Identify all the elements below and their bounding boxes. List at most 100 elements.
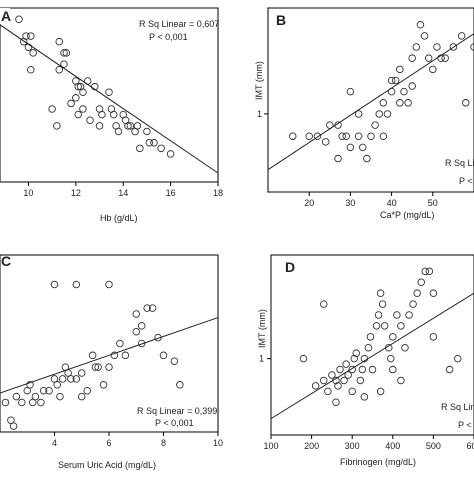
panel-b-data-point [412, 43, 421, 51]
panel-a-plot-frame [0, 7, 219, 183]
panel-a-data-point [109, 110, 118, 119]
panel-b-data-point [433, 43, 441, 51]
panel-d-data-point [387, 354, 395, 363]
panel-b-data-point [420, 32, 429, 40]
panel-b-data-point [334, 154, 342, 163]
panel-b-fit-line [267, 33, 474, 171]
panel-c-data-point [53, 381, 61, 389]
panel-a-data-point [126, 122, 135, 130]
panel-d-data-point [324, 387, 332, 396]
panel-c-data-point [23, 386, 32, 395]
panel-c-data-point [99, 381, 108, 389]
panel-b-data-point [354, 110, 363, 118]
panel-d-data-point [348, 387, 356, 396]
panel-b-data-point [457, 32, 466, 40]
panel-a-data-point [62, 49, 71, 57]
panel-c-x-tick-label: 10 [213, 438, 223, 448]
panel-d-plot-frame [270, 254, 474, 436]
panel-b-data-point [404, 99, 412, 107]
panel-a-annotation-p: P < 0,001 [149, 32, 188, 42]
panel-d-data-point [332, 398, 340, 407]
panel-c-x-axis-label: Serum Uric Acid (mg/dL) [58, 460, 156, 470]
panel-b-data-point [470, 43, 474, 51]
panel-b-plot-frame [267, 7, 474, 193]
panel-d-data-point [397, 376, 405, 385]
panel-c-data-point [72, 375, 81, 383]
panel-c-data-point [1, 398, 10, 407]
panel-b-data-point [288, 132, 297, 140]
panel-b-data-point [383, 110, 392, 118]
panel-c-data-point [77, 369, 86, 377]
panel-d-data-point [445, 365, 454, 374]
panel-c-data-point [67, 375, 75, 383]
panel-a-x-tick-label: 12 [71, 188, 81, 198]
panel-d-x-tick-label: 600 [466, 441, 474, 451]
panel-d-x-tick-label: 500 [426, 441, 441, 451]
panel-c-data-point [88, 351, 97, 360]
panel-b-data-point [346, 87, 355, 96]
panel-d-data-point [429, 289, 438, 297]
panel-a-data-point [105, 88, 113, 96]
panel-a-data-point [86, 116, 94, 125]
panel-b-y-axis-label: IMT (mm) [254, 61, 264, 100]
panel-d-data-point [409, 300, 417, 308]
panel-d-x-axis-label: Fibrinogen (mg/dL) [340, 457, 416, 467]
panel-c-data-point [12, 392, 21, 401]
panel-b-data-point [379, 132, 388, 140]
panel-a-data-point [98, 110, 106, 119]
panel-d-data-point [417, 278, 425, 287]
panel-c-data-point [56, 392, 64, 401]
panel-c-data-point [45, 386, 53, 395]
panel-c-data-point [50, 280, 59, 289]
panel-c-data-point [50, 375, 59, 383]
panel-b-annotation-p: P < [459, 176, 473, 186]
panel-d-data-point [397, 322, 405, 330]
panel-c-fit-line [0, 317, 219, 394]
panel-c-data-point [148, 304, 157, 312]
panel-c-data-point [28, 398, 37, 407]
panel-d-data-point [374, 311, 383, 319]
panel-c-x-tick-label: 4 [52, 438, 57, 448]
panel-a-data-point [67, 99, 75, 108]
panel-b-data-point [313, 132, 322, 140]
panel-c-data-point [176, 381, 184, 389]
panel-c-data-point [132, 327, 140, 336]
panel-b-data-point [367, 132, 375, 140]
panel-d-annotation-rsq: R Sq Linear [441, 402, 474, 412]
panel-d-data-point [299, 354, 308, 363]
panel-d-data-point [358, 365, 367, 374]
panel-d-data-point [311, 382, 320, 390]
panel-b-data-point [416, 20, 425, 29]
panel-d-data-point [389, 333, 397, 341]
panel-c-data-point [170, 357, 179, 365]
panel-a-data-point [27, 65, 35, 74]
panel-a-x-axis-label: Hb (g/dL) [100, 213, 138, 223]
panel-c-data-point [137, 339, 146, 348]
panel-a-data-point [124, 122, 132, 130]
panel-b-data-point [379, 99, 388, 107]
panel-d-data-point [320, 376, 328, 385]
panel-a-data-point [95, 122, 104, 130]
panel-b-x-axis-label: Ca*P (mg/dL) [380, 210, 434, 220]
panel-b-data-point [375, 110, 383, 118]
panel-b: B R Sq Linear P < IMT (mm) 20 30 40 50 1 Ca*… [254, 7, 474, 220]
panel-d-data-point [425, 267, 434, 276]
panel-b-x-tick-label: 40 [387, 198, 397, 208]
panel-c-data-point [9, 422, 18, 430]
panel-c: C R Sq Linear = 0,399 P < 0,001 4 6 8 10 Se… [0, 253, 223, 470]
panel-c-data-point [116, 339, 124, 348]
panel-b-x-tick-label: 30 [345, 198, 355, 208]
panel-b-x-tick-label: 20 [304, 198, 314, 208]
panel-b-y-tick-label: 1 [257, 109, 262, 119]
panel-a-data-point [53, 122, 61, 130]
panel-b-data-point [441, 54, 449, 62]
panel-c-data-point [58, 375, 67, 383]
panel-b-data-point [371, 121, 379, 129]
panel-a-data-point [19, 37, 28, 46]
panel-c-data-point [37, 398, 45, 407]
panel-a-data-point [166, 150, 175, 158]
panel-a-letter: A [1, 8, 11, 24]
panel-d-data-point [320, 300, 328, 308]
panel-b-data-point [346, 143, 355, 152]
panel-a-data-point [55, 37, 63, 46]
